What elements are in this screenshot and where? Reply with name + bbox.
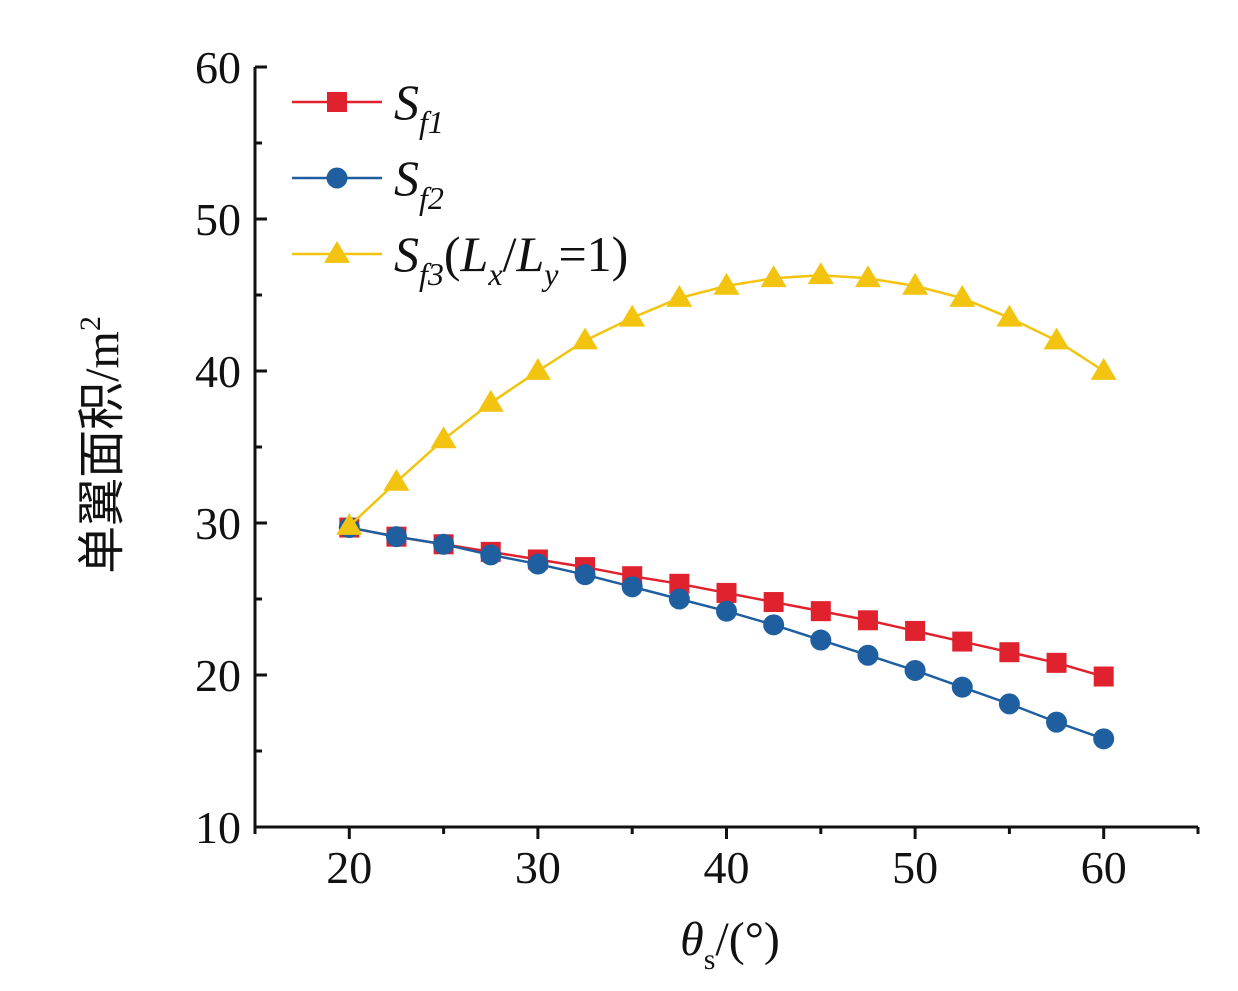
data-point [1090,357,1117,380]
data-point [477,389,504,412]
data-point [668,588,690,610]
data-point [905,620,926,641]
data-point [1046,652,1067,673]
data-point [716,600,737,622]
data-point [952,631,973,652]
data-point [998,693,1020,715]
data-point [760,265,787,288]
data-point [810,629,832,651]
legend-item: Sf3(Lx/Ly=1) [292,226,628,292]
data-point [857,644,879,666]
y-tick-label: 20 [195,650,241,701]
data-point [621,576,643,598]
data-point [336,513,363,535]
legend-label: Sf1 [394,74,444,140]
legend-marker [326,167,348,189]
series-line [348,273,1105,527]
data-point [1093,666,1114,687]
series-3 [336,262,1117,535]
legend-item: Sf2 [292,150,444,216]
y-tick-label: 40 [195,346,241,397]
legend-label: Sf3(Lx/Ly=1) [394,226,628,292]
data-point [385,526,407,548]
data-point [716,582,737,603]
series-line [349,526,1105,741]
y-tick-label: 60 [195,42,241,93]
series-layer [336,262,1117,750]
data-point [666,285,693,307]
legend-item: Sf1 [292,74,444,140]
data-point [572,327,599,350]
x-tick-label: 30 [515,842,561,893]
y-tick-label: 50 [195,194,241,245]
data-point [807,262,834,285]
data-point [951,676,973,698]
data-point [810,601,831,622]
data-point [1046,711,1068,733]
tick-marks [253,65,1200,839]
data-point [619,304,646,327]
data-point [1043,327,1070,350]
legend-marker [323,240,351,263]
x-axis-title: θs/(°) [680,913,780,976]
data-point [480,544,502,566]
data-point [999,642,1020,663]
legend: Sf1 Sf2 Sf3(Lx/Ly=1) [292,74,628,292]
data-point [854,265,881,288]
data-point [713,272,740,295]
data-point [996,304,1023,327]
y-tick-label: 10 [195,802,241,853]
tick-labels: 20 30 40 50 60 10 20 30 40 50 60 [195,42,1127,893]
data-point [857,610,878,631]
x-tick-label: 40 [704,842,750,893]
x-tick-label: 50 [892,842,938,893]
data-point [524,357,551,380]
data-point [669,573,690,594]
legend-label: Sf2 [394,150,444,216]
data-point [902,272,929,295]
data-point [527,553,549,575]
data-point [1093,728,1115,750]
series-2 [338,517,1115,750]
data-point [763,592,784,613]
data-point [430,426,457,449]
legend-marker [327,92,347,112]
data-point [574,564,596,586]
data-point [763,614,785,636]
data-point [904,659,926,681]
data-point [433,533,455,555]
data-point [949,285,976,307]
x-tick-label: 60 [1081,842,1127,893]
data-point [383,468,410,491]
x-tick-label: 20 [326,842,372,893]
y-tick-label: 30 [195,498,241,549]
y-axis-title: 单翼面积/m2 [74,316,129,574]
